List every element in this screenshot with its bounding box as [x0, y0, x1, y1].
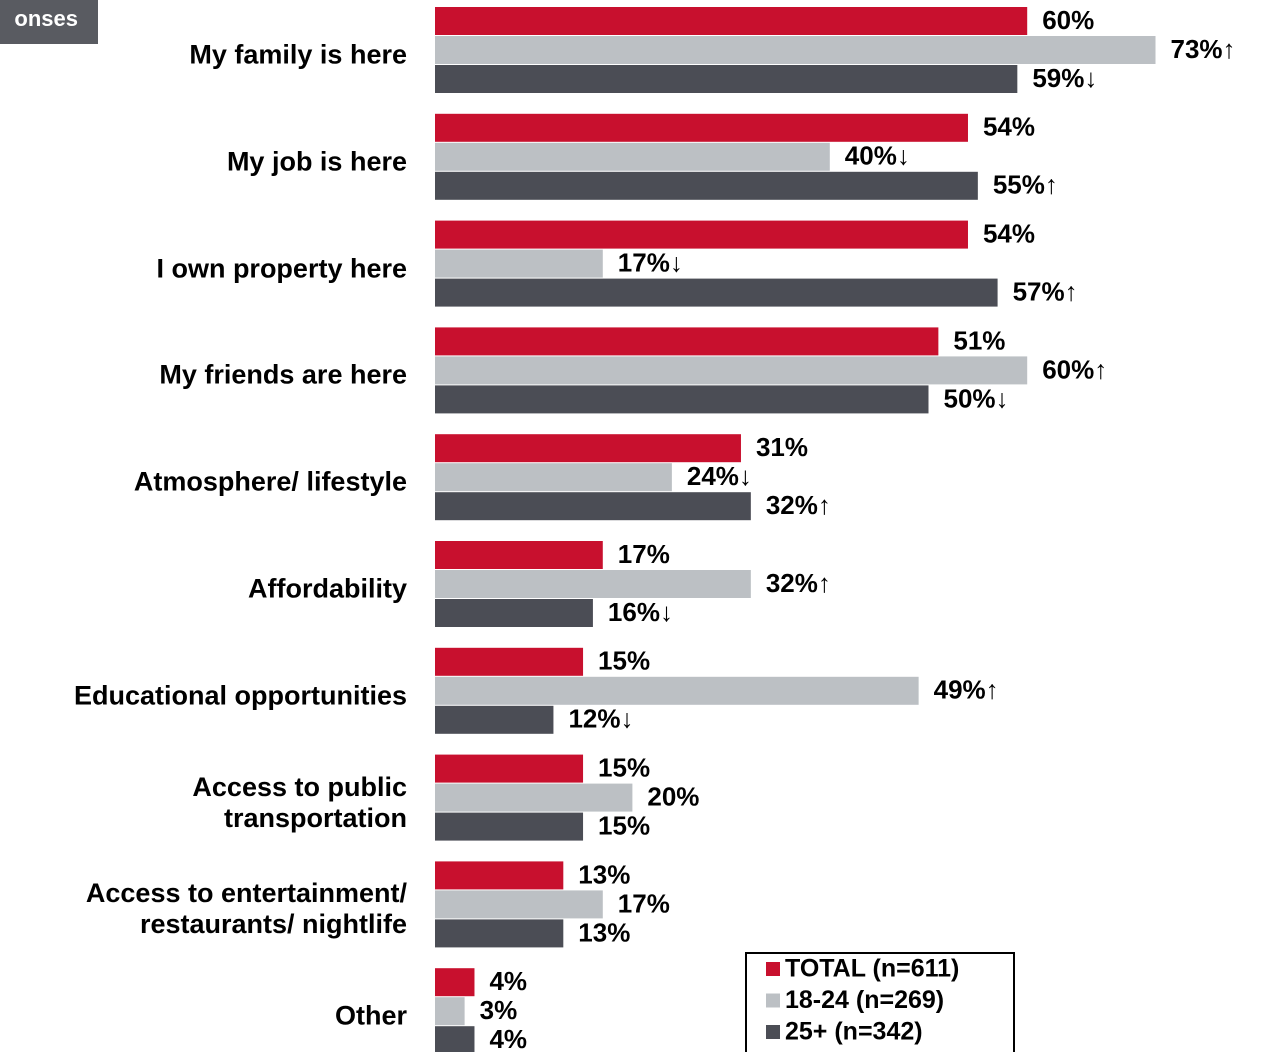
bar — [435, 65, 1018, 93]
bar — [435, 385, 929, 414]
value-label: 17% — [618, 539, 670, 569]
value-label: 15% — [598, 810, 650, 840]
legend-swatch — [766, 962, 780, 976]
bar — [435, 463, 672, 492]
bar — [435, 220, 968, 249]
value-label: 13% — [578, 917, 630, 947]
legend-label: 25+ (n=342) — [785, 1018, 923, 1046]
value-label: 16%↓ — [608, 597, 673, 627]
legend-swatch — [766, 1025, 780, 1039]
bar — [435, 705, 554, 734]
value-label: 60% — [1042, 5, 1094, 35]
value-label: 54% — [983, 112, 1035, 142]
tag: onses — [0, 0, 98, 44]
category-label: My job is here — [226, 146, 407, 177]
bar — [435, 676, 919, 705]
value-label: 31% — [756, 432, 808, 462]
bar — [435, 861, 564, 890]
bar — [435, 754, 584, 783]
value-label: 17%↓ — [618, 247, 683, 277]
value-label: 32%↑ — [766, 568, 831, 598]
bar — [435, 570, 751, 598]
value-label: 50%↓ — [944, 383, 1009, 413]
value-label: 54% — [983, 218, 1035, 248]
bar — [435, 968, 475, 997]
bar — [435, 249, 603, 278]
category-label: Affordability — [248, 573, 407, 604]
bar — [435, 356, 1028, 385]
category-label: My family is here — [189, 39, 407, 70]
bar — [435, 812, 584, 841]
legend-box — [745, 952, 1015, 1052]
value-label: 12%↓ — [568, 704, 633, 734]
category-label: Access to entertainment/ restaurants/ ni… — [85, 878, 407, 940]
value-label: 60%↑ — [1042, 354, 1107, 384]
bar — [435, 7, 1028, 35]
bar — [435, 327, 939, 356]
legend-label: TOTAL (n=611) — [785, 955, 959, 983]
value-label: 49%↑ — [934, 675, 999, 705]
bar — [435, 890, 603, 919]
bar — [435, 278, 998, 307]
value-label: 51% — [953, 325, 1005, 355]
legend-label: 18-24 (n=269) — [785, 986, 944, 1014]
category-label: My friends are here — [159, 359, 407, 390]
value-label: 15% — [598, 646, 650, 676]
category-label: Atmosphere/ lifestyle — [133, 466, 407, 497]
value-label: 40%↓ — [845, 141, 910, 171]
bar — [435, 1026, 475, 1052]
bar — [435, 113, 968, 142]
value-label: 32%↑ — [766, 490, 831, 520]
bar — [435, 36, 1156, 64]
value-label: 17% — [618, 888, 670, 918]
bar — [435, 142, 830, 171]
bar — [435, 919, 564, 948]
bar — [435, 783, 633, 812]
bar — [435, 171, 978, 200]
value-label: 24%↓ — [687, 461, 752, 491]
value-label: 73%↑ — [1171, 34, 1236, 64]
value-label: 4% — [489, 966, 527, 996]
category-label: Access to public transportation — [192, 771, 407, 833]
value-label: 57%↑ — [1013, 276, 1078, 306]
value-label: 15% — [598, 752, 650, 782]
value-label: 55%↑ — [993, 170, 1058, 200]
bar — [435, 599, 593, 627]
category-label: Other — [334, 1000, 407, 1031]
category-label: I own property here — [156, 253, 407, 284]
value-label: 59%↓ — [1032, 63, 1097, 93]
bar — [435, 492, 751, 521]
category-label: Educational opportunities — [73, 680, 407, 711]
legend-swatch — [766, 993, 780, 1008]
value-label: 20% — [647, 781, 699, 811]
value-label: 13% — [578, 859, 630, 889]
bar — [435, 997, 465, 1026]
bar — [435, 647, 584, 676]
bar — [435, 541, 603, 569]
value-label: 4% — [489, 1024, 527, 1052]
value-label: 3% — [480, 995, 518, 1025]
bar — [435, 434, 741, 463]
